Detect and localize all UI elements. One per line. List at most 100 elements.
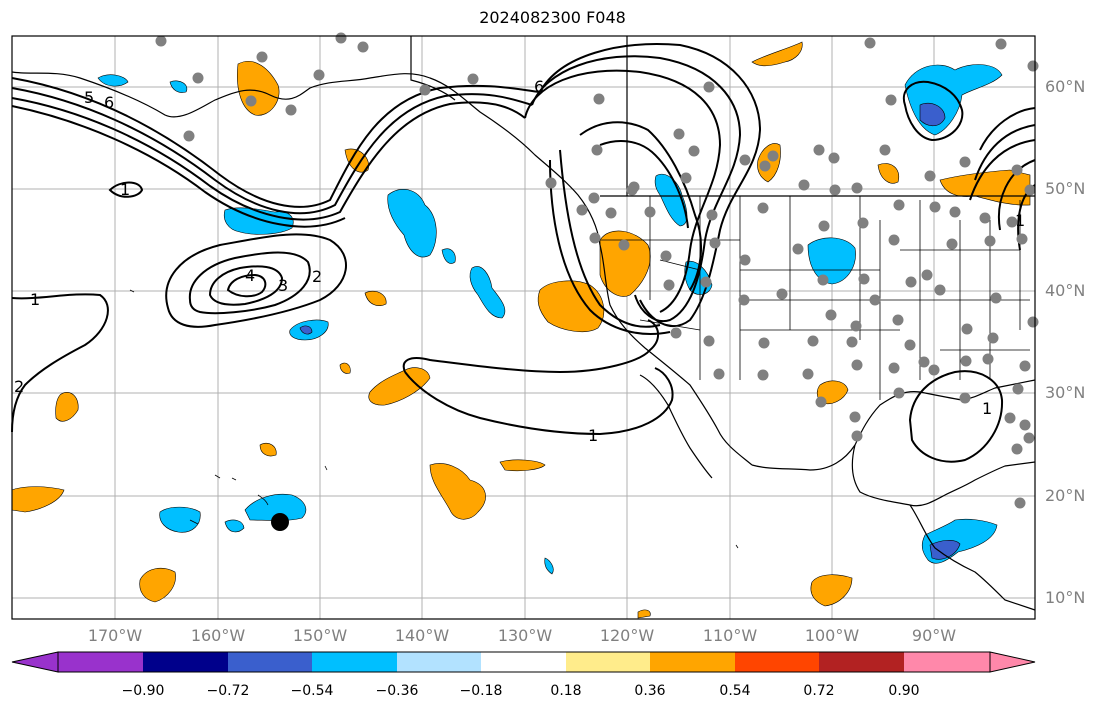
station-marker <box>818 220 830 232</box>
anomaly-fills <box>11 41 1031 619</box>
contour-label: 6 <box>534 77 544 96</box>
station-marker <box>313 69 325 81</box>
station-marker <box>605 207 617 219</box>
station-marker <box>626 184 638 196</box>
station-marker <box>738 294 750 306</box>
station-marker <box>792 243 804 255</box>
station-marker <box>849 411 861 423</box>
lat-label: 10°N <box>1045 588 1086 607</box>
lon-label: 100°W <box>804 626 860 645</box>
colorbar-segment <box>566 652 650 672</box>
contour-label: 4 <box>245 266 255 285</box>
station-marker <box>1011 164 1023 176</box>
station-marker <box>888 234 900 246</box>
colorbar-segment <box>58 652 143 672</box>
station-marker <box>869 294 881 306</box>
station-marker <box>1019 419 1031 431</box>
station-marker <box>419 84 431 96</box>
station-marker <box>673 128 685 140</box>
station-marker <box>961 323 973 335</box>
lon-label: 160°W <box>190 626 246 645</box>
station-marker <box>700 276 712 288</box>
lon-label: 140°W <box>394 626 450 645</box>
station-marker <box>335 32 347 44</box>
lon-label: 90°W <box>911 626 957 645</box>
station-marker <box>709 237 721 249</box>
station-marker <box>959 392 971 404</box>
station-marker <box>593 93 605 105</box>
colorbar-segment <box>312 652 397 672</box>
station-marker <box>825 309 837 321</box>
station-marker <box>987 332 999 344</box>
station-marker <box>660 250 672 262</box>
station-marker <box>979 212 991 224</box>
colorbar-segment <box>11 651 59 673</box>
lon-label: 120°W <box>599 626 655 645</box>
map-area <box>12 36 1035 619</box>
colorbar-segment <box>481 652 566 672</box>
station-marker <box>192 72 204 84</box>
station-marker <box>680 172 692 184</box>
lat-label: 60°N <box>1045 77 1086 96</box>
station-marker <box>815 396 827 408</box>
station-marker <box>807 335 819 347</box>
colorbar-segment <box>735 652 819 672</box>
station-marker <box>703 335 715 347</box>
station-marker <box>670 327 682 339</box>
station-marker <box>893 387 905 399</box>
station-marker <box>757 202 769 214</box>
colorbar-segment <box>989 651 1036 673</box>
contour-label: 1 <box>30 290 40 309</box>
storm-center-marker <box>271 513 289 531</box>
colorbar-tick-label: −0.90 <box>121 683 165 699</box>
contour-label: 1 <box>982 399 992 418</box>
contour-labels: 1 2 3 4 5 6 1 1 1 1 2 6 <box>14 77 1025 445</box>
station-marker <box>758 337 770 349</box>
station-marker <box>757 369 769 381</box>
colorbar-tick-label: 0.72 <box>803 683 835 699</box>
station-marker <box>892 314 904 326</box>
station-marker <box>1006 216 1018 228</box>
lat-label: 40°N <box>1045 281 1086 300</box>
station-marker <box>924 170 936 182</box>
colorbar-segment <box>397 652 481 672</box>
station-marker <box>1027 60 1039 72</box>
colorbar-frame <box>57 651 991 673</box>
station-marker <box>829 184 841 196</box>
station-marker <box>256 51 268 63</box>
contour-label: 1 <box>588 426 598 445</box>
station-marker <box>467 73 479 85</box>
colorbar-tick-label: 0.18 <box>550 683 582 699</box>
lon-label: 150°W <box>292 626 348 645</box>
station-marker <box>846 336 858 348</box>
station-marker <box>851 182 863 194</box>
station-marker <box>864 37 876 49</box>
station-marker <box>739 154 751 166</box>
station-marker <box>813 144 825 156</box>
colorbar-tick-label: 0.36 <box>634 683 666 699</box>
station-marker <box>644 206 656 218</box>
station-marker <box>982 353 994 365</box>
station-marker <box>1012 383 1024 395</box>
contour-label: 1 <box>120 180 130 199</box>
station-marker <box>713 368 725 380</box>
station-marker <box>858 273 870 285</box>
colorbar-segment <box>819 652 904 672</box>
station-marker <box>851 430 863 442</box>
colorbar-segment <box>650 652 735 672</box>
islands <box>129 289 739 549</box>
colorbar <box>11 651 1036 673</box>
station-marker <box>817 274 829 286</box>
colorbar-tick-label: 0.54 <box>719 683 751 699</box>
colorbar-segment <box>143 652 228 672</box>
lat-label: 30°N <box>1045 383 1086 402</box>
contours <box>11 43 1036 463</box>
colorbar-segment <box>904 652 990 672</box>
lat-label: 20°N <box>1045 486 1086 505</box>
station-marker <box>928 364 940 376</box>
contour-label: 2 <box>14 377 24 396</box>
station-marker <box>776 288 788 300</box>
station-marker <box>706 209 718 221</box>
station-marker <box>357 41 369 53</box>
